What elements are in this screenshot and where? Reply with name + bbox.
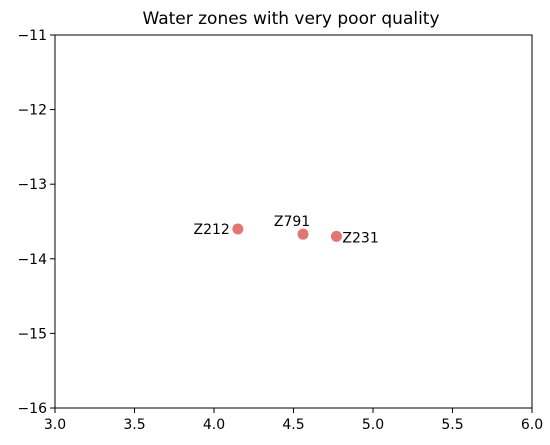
x-tick-label: 6.0 <box>521 417 543 433</box>
x-tick-label: 4.5 <box>282 417 304 433</box>
x-tick-label: 5.5 <box>441 417 463 433</box>
y-tick-label: −11 <box>17 28 47 44</box>
y-tick-label: −16 <box>17 401 47 417</box>
y-tick-label: −13 <box>17 177 47 193</box>
data-point <box>232 223 244 235</box>
x-tick-label: 4.0 <box>203 417 225 433</box>
x-tick-label: 3.5 <box>123 417 145 433</box>
y-tick-label: −15 <box>17 326 47 342</box>
point-label: Z212 <box>194 222 230 238</box>
x-tick-label: 3.0 <box>44 417 66 433</box>
point-label: Z791 <box>274 214 310 230</box>
x-tick-label: 5.0 <box>362 417 384 433</box>
chart-title: Water zones with very poor quality <box>142 9 439 29</box>
data-point <box>330 230 342 242</box>
y-tick-label: −14 <box>17 252 47 268</box>
y-tick-label: −12 <box>17 103 47 119</box>
plot-marks: Z212 Z791 Z231 <box>194 214 379 246</box>
data-point <box>297 228 309 240</box>
axes: 3.0 3.5 4.0 4.5 5.0 5.5 6.0 −11 −12 −13 −14 −15 −16 <box>17 28 543 433</box>
point-label: Z231 <box>342 230 378 246</box>
